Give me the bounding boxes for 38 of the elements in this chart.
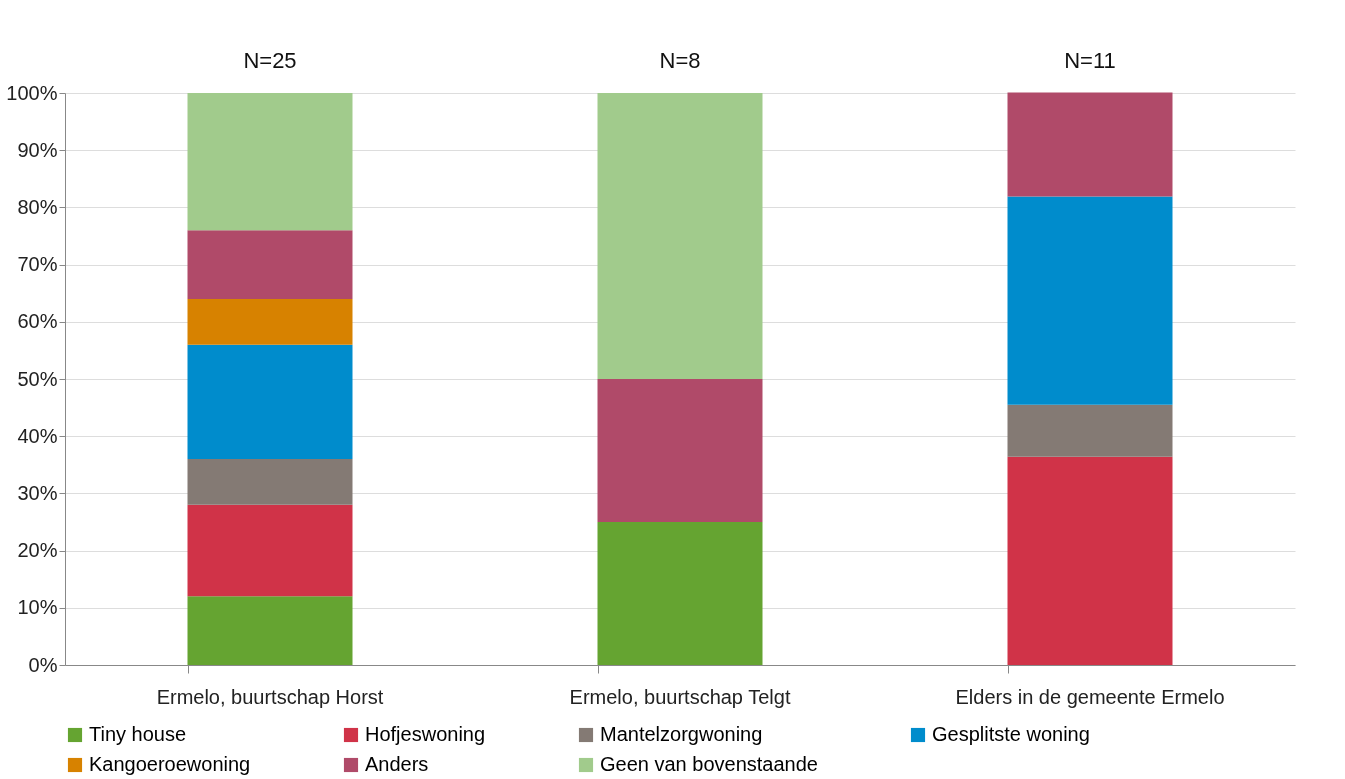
annotation: N=8 [659, 48, 701, 73]
bar [597, 93, 763, 379]
bar [597, 379, 763, 522]
bar [187, 298, 353, 345]
bar [1007, 404, 1173, 457]
bar [1007, 196, 1173, 405]
bar [1007, 456, 1173, 665]
x-tick-label: Ermelo, buurtschap Horst [156, 685, 384, 708]
annotation: N=11 [1064, 48, 1116, 73]
legend-label: Hofjeswoning [365, 723, 486, 745]
bar [187, 596, 353, 665]
legend-label: Mantelzorgwoning [600, 723, 763, 745]
y-tick-label: 90% [17, 138, 58, 161]
y-tick-label: 100% [6, 81, 58, 104]
y-tick-label: 50% [17, 367, 58, 390]
bar [597, 522, 763, 665]
legend-label: Geen van bovenstaande [600, 753, 818, 775]
y-tick-label: 10% [17, 596, 58, 619]
y-tick-label: 60% [17, 310, 58, 333]
x-tick-label: Ermelo, buurtschap Telgt [569, 685, 791, 708]
legend-label: Kangoeroewoning [89, 753, 251, 775]
annotation: N=25 [243, 48, 297, 73]
bar [187, 344, 353, 460]
legend-label: Anders [365, 753, 429, 775]
y-tick-label: 80% [17, 195, 58, 218]
x-tick-label: Elders in de gemeente Ermelo [955, 685, 1225, 708]
y-tick-label: 20% [17, 539, 58, 562]
y-tick-label: 70% [17, 253, 58, 276]
legend-label: Gesplitste woning [932, 723, 1090, 745]
y-tick-label: 0% [28, 653, 58, 676]
bar [1007, 92, 1173, 197]
bar [187, 93, 353, 231]
bar [187, 504, 353, 597]
y-tick-label: 30% [17, 481, 58, 504]
bar [187, 459, 353, 505]
y-tick-label: 40% [17, 424, 58, 447]
bar [187, 230, 353, 299]
legend-label: Tiny house [89, 723, 187, 745]
